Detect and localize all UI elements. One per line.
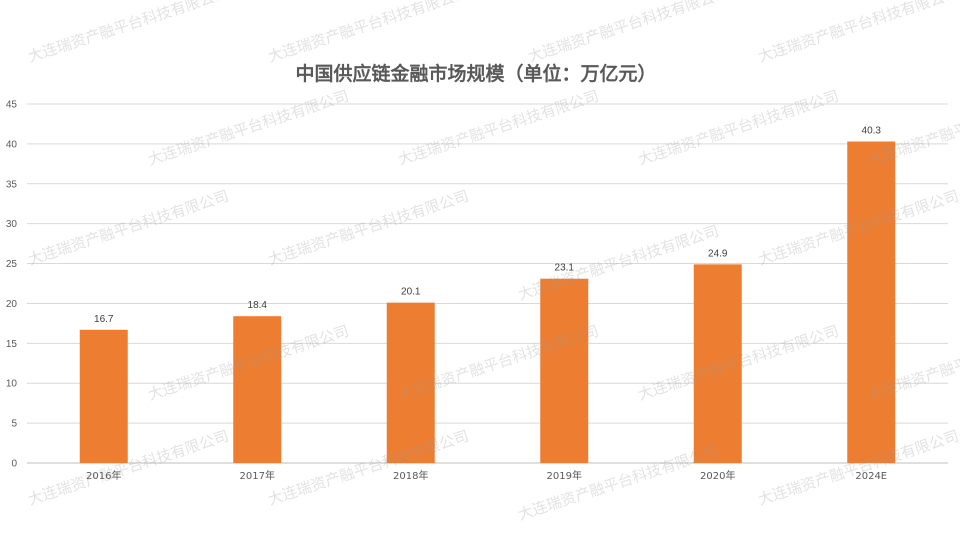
watermark-text: 大连瑞资产融平台科技有限公司 (26, 0, 231, 66)
x-tick-label: 2016年 (86, 469, 121, 482)
y-tick-label: 0 (11, 459, 17, 470)
watermark-text: 大连瑞资产融平台科技有限公司 (396, 87, 601, 169)
watermark-text: 大连瑞资产融平台科技有限公司 (266, 427, 471, 509)
watermark-text: 大连瑞资产融平台科技有限公司 (516, 222, 721, 304)
bar-value-label: 23.1 (555, 263, 575, 274)
watermark-text: 大连瑞资产融平台科技有限公司 (26, 427, 231, 509)
bar (233, 316, 282, 463)
watermark-text: 大连瑞资产融平台科技有限公司 (756, 0, 960, 66)
bar (540, 278, 589, 463)
label-layer: 0 5 10 15 20 25 30 35 40 45 16.7 2016年 18.4 2017年 20.1… (6, 100, 887, 483)
y-tick-label: 25 (6, 259, 18, 270)
x-tick-label: 2019年 (547, 469, 582, 482)
bar (386, 302, 435, 463)
grid-layer (27, 103, 948, 464)
watermark-text: 大连瑞资产融平台科技有限公司 (526, 0, 731, 66)
y-tick-label: 20 (6, 299, 18, 310)
bar-value-label: 24.9 (708, 248, 728, 259)
bar-value-label: 16.7 (94, 314, 114, 325)
watermark-text: 大连瑞资产融平台科技有限公司 (26, 187, 231, 269)
x-tick-label: 2020年 (700, 469, 735, 482)
watermark-text: 大连瑞资产融平台科技有限公司 (146, 87, 351, 169)
bar (79, 329, 128, 463)
y-tick-label: 15 (6, 339, 18, 350)
x-tick-label: 2017年 (240, 469, 275, 482)
bar-value-label: 18.4 (248, 300, 268, 311)
bar (847, 141, 896, 464)
y-tick-label: 45 (6, 100, 18, 111)
watermark-text: 大连瑞资产融平台科技有限公司 (636, 87, 841, 169)
y-tick-label: 35 (6, 179, 18, 190)
chart-title: 中国供应链金融市场规模（单位：万亿元） (295, 62, 656, 85)
bar-value-label: 40.3 (862, 125, 882, 136)
y-tick-label: 40 (6, 139, 18, 150)
y-tick-label: 5 (11, 419, 17, 430)
y-tick-label: 10 (6, 379, 18, 390)
watermark-text: 大连瑞资产融平台科技有限公司 (266, 187, 471, 269)
y-tick-label: 30 (6, 219, 18, 230)
bar (693, 264, 742, 463)
bar-layer (79, 141, 896, 464)
bar-value-label: 20.1 (401, 287, 421, 298)
x-tick-label: 2024E (855, 471, 887, 482)
x-tick-label: 2018年 (393, 469, 428, 482)
watermark-text: 大连瑞资产融平台科技有限公司 (266, 0, 471, 66)
